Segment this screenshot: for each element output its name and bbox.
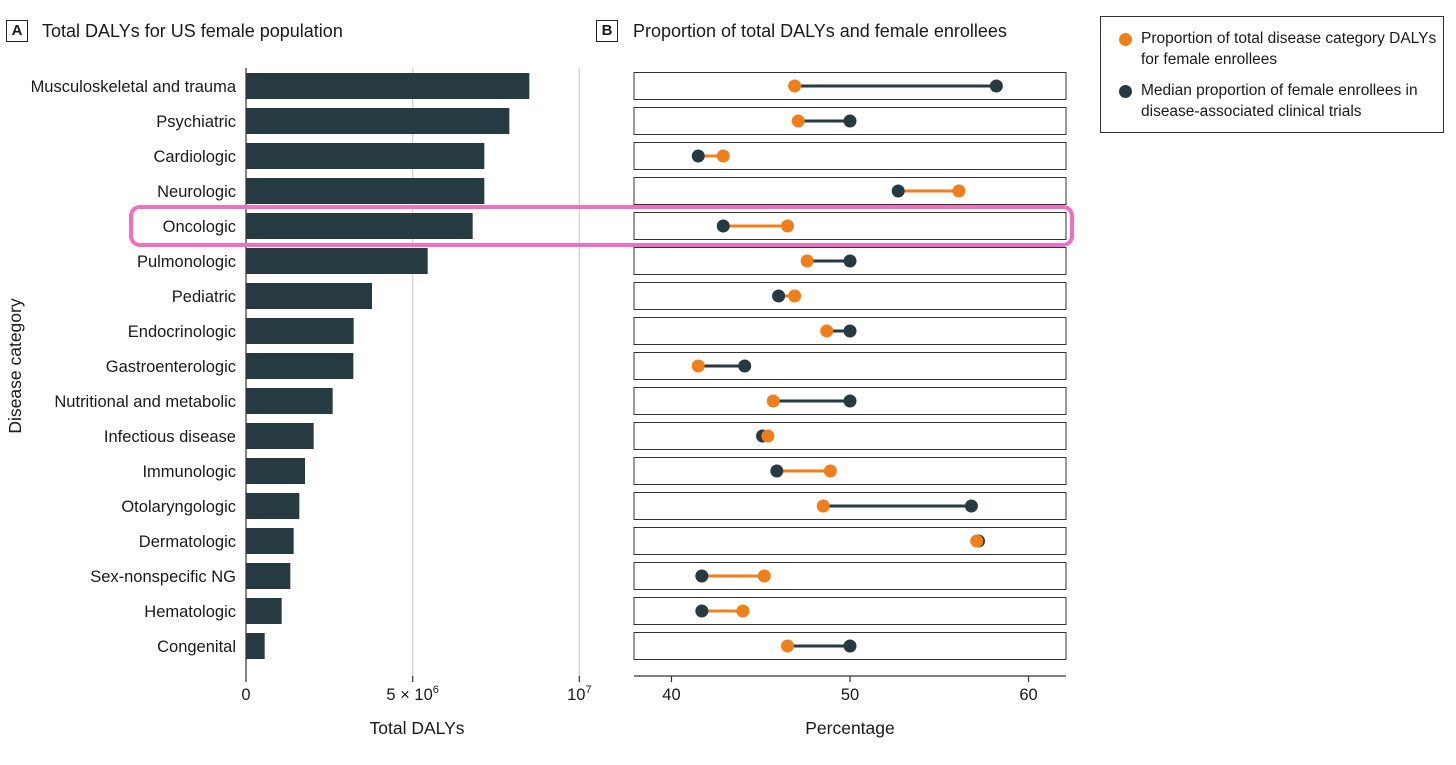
- dalys-point: [781, 639, 795, 653]
- x-tick-label: 40: [662, 686, 680, 704]
- enrollee-point: [891, 184, 905, 198]
- bar: [246, 213, 473, 239]
- category-label: Sex-nonspecific NG: [90, 568, 236, 586]
- row-box: [633, 212, 1067, 240]
- bar: [246, 633, 265, 659]
- panel-a-letter: A: [6, 20, 28, 42]
- highlight-box: [129, 205, 1074, 247]
- x-axis-title: Percentage: [805, 718, 895, 738]
- panel-a-title: Total DALYs for US female population: [42, 21, 343, 41]
- bar: [246, 143, 485, 169]
- category-label: Hematologic: [144, 603, 236, 621]
- category-label: Pediatric: [172, 288, 236, 306]
- category-label: Otolaryngologic: [121, 498, 236, 516]
- bar: [246, 388, 333, 414]
- bar: [246, 353, 354, 379]
- category-label: Endocrinologic: [128, 323, 236, 341]
- highlight-layer: [129, 205, 1074, 247]
- bar: [246, 108, 510, 134]
- x-tick-label: 60: [1019, 686, 1037, 704]
- enrollee-point: [691, 149, 705, 163]
- x-tick-label: 5 × 106: [386, 684, 438, 704]
- dalys-point: [791, 114, 805, 128]
- category-label: Psychiatric: [156, 113, 236, 131]
- dalys-point: [761, 429, 775, 443]
- panel-a-axes: Musculoskeletal and trauma Psychiatric Car…: [5, 68, 592, 738]
- bar: [246, 318, 354, 344]
- x-axis-title: Total DALYs: [370, 718, 465, 738]
- category-label: Dermatologic: [139, 533, 236, 551]
- enrollee-point: [843, 114, 857, 128]
- dalys-point: [788, 79, 802, 93]
- enrollee-point: [695, 569, 709, 583]
- dalys-point: [736, 604, 750, 618]
- dalys-point: [816, 499, 830, 513]
- bar: [246, 598, 282, 624]
- enrollee-point: [843, 324, 857, 338]
- row-box: [633, 457, 1067, 485]
- bar: [246, 563, 291, 589]
- dark-dot-icon: [1119, 85, 1132, 98]
- enrollee-point: [716, 219, 730, 233]
- category-label: Pulmonologic: [137, 253, 236, 271]
- row-box: [633, 422, 1067, 450]
- dalys-point: [788, 289, 802, 303]
- dalys-point: [757, 569, 771, 583]
- category-label: Congenital: [157, 638, 236, 656]
- bar: [246, 73, 530, 99]
- panel-a-gridlines: [412, 68, 580, 676]
- dalys-point: [800, 254, 814, 268]
- row-box: [633, 107, 1067, 135]
- dalys-point: [952, 184, 966, 198]
- bar: [246, 178, 485, 204]
- dalys-point: [766, 394, 780, 408]
- enrollee-point: [738, 359, 752, 373]
- row-box: [633, 527, 1067, 555]
- dalys-point: [716, 149, 730, 163]
- category-label: Cardiologic: [153, 148, 236, 166]
- category-label: Neurologic: [157, 183, 236, 201]
- category-label: Oncologic: [163, 218, 236, 236]
- enrollee-point: [964, 499, 978, 513]
- dalys-point: [820, 324, 834, 338]
- enrollee-point: [695, 604, 709, 618]
- x-tick-label: 0: [241, 686, 250, 704]
- category-label: Nutritional and metabolic: [54, 393, 236, 411]
- x-tick-label: 50: [841, 686, 859, 704]
- bar: [246, 423, 314, 449]
- bar: [246, 283, 372, 309]
- category-label: Infectious disease: [104, 428, 236, 446]
- y-axis-title: Disease category: [5, 298, 25, 433]
- x-tick-label: 107: [567, 684, 591, 704]
- bar: [246, 493, 300, 519]
- enrollee-point: [843, 254, 857, 268]
- row-box: [633, 177, 1067, 205]
- category-label: Musculoskeletal and trauma: [31, 78, 237, 96]
- panel-b-axes: 40 50 60 Percentage: [634, 675, 1066, 738]
- panel-b-title: Proportion of total DALYs and female enr…: [633, 21, 1007, 41]
- category-label: Gastroenterologic: [106, 358, 236, 376]
- legend-label: Median proportion of female enrollees in…: [1141, 82, 1418, 120]
- legend: Proportion of total disease category DAL…: [1100, 16, 1444, 133]
- panel-a-bars: [246, 73, 530, 659]
- dalys-point: [970, 534, 984, 548]
- legend-label: Proportion of total disease category DAL…: [1141, 30, 1437, 68]
- row-box: [633, 282, 1067, 310]
- bar: [246, 248, 428, 274]
- bar: [246, 458, 305, 484]
- dalys-point: [781, 219, 795, 233]
- enrollee-point: [772, 289, 786, 303]
- orange-dot-icon: [1119, 33, 1132, 46]
- panel-b-letter: B: [596, 20, 618, 42]
- panel-b-rows: [633, 72, 1067, 660]
- enrollee-point: [843, 639, 857, 653]
- enrollee-point: [843, 394, 857, 408]
- dalys-point: [823, 464, 837, 478]
- enrollee-point: [770, 464, 784, 478]
- bar: [246, 528, 294, 554]
- enrollee-point: [989, 79, 1003, 93]
- dalys-point: [691, 359, 705, 373]
- category-label: Immunologic: [142, 463, 236, 481]
